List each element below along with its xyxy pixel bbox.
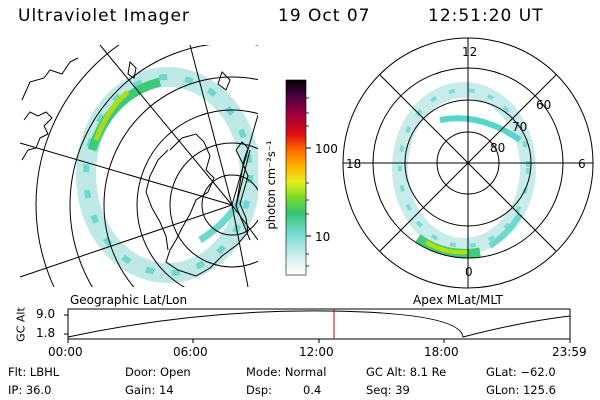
altitude-xtick-0600: 06:00: [173, 345, 208, 359]
glat-info: GLat: −62.0: [486, 365, 556, 379]
aurora-oval-polar: [392, 82, 536, 258]
latitude-circles: [35, 45, 258, 287]
colorbar-tick-10: 10: [315, 230, 331, 244]
colorbar-unit-label: photon cm⁻²s⁻¹: [264, 140, 278, 230]
time-label: 12:51:20 UT: [428, 6, 544, 26]
orbit-track: [235, 149, 251, 241]
glon-info: GLon: 125.6: [486, 383, 556, 397]
lat-label-60: 60: [536, 98, 552, 112]
altitude-ytick-bottom: 1.8: [36, 326, 56, 340]
altitude-xtick-1200: 12:00: [299, 345, 334, 359]
altitude-plot: [64, 308, 571, 343]
dsp-value: 0.4: [303, 383, 322, 397]
altitude-ytick-top: 9.0: [36, 307, 56, 321]
mlt-label-6: 6: [578, 157, 586, 171]
altitude-xtick-1800: 18:00: [424, 345, 459, 359]
filter-info: Flt: LBHL: [8, 365, 60, 379]
instrument-title: Ultraviolet Imager: [18, 6, 190, 26]
lat-label-70: 70: [512, 120, 528, 134]
ip-info: IP: 36.0: [8, 383, 52, 397]
altitude-ylabel: GC Alt: [14, 307, 28, 342]
mlt-label-0: 0: [465, 265, 473, 279]
geographic-map: [19, 45, 258, 287]
meridian-lines: [19, 45, 258, 287]
color-bar: [285, 79, 311, 276]
mlt-label-18: 18: [346, 157, 362, 171]
mode-info: Mode: Normal: [246, 365, 327, 379]
gain-info: Gain: 14: [125, 383, 174, 397]
altitude-xtick-2359: 23:59: [552, 345, 587, 359]
seq-info: Seq: 39: [366, 383, 410, 397]
dsp-label: Dsp:: [246, 383, 273, 397]
aurora-oval-geographic: [76, 67, 258, 283]
colorbar-tick-100: 100: [315, 142, 338, 156]
lat-label-80: 80: [490, 141, 506, 155]
geographic-panel-label: Geographic Lat/Lon: [70, 293, 188, 307]
coastlines: [21, 57, 249, 277]
polar-map: [342, 37, 594, 289]
date-label: 19 Oct 07: [278, 6, 371, 26]
door-info: Door: Open: [125, 365, 191, 379]
polar-panel-label: Apex MLat/MLT: [413, 293, 503, 307]
mlt-label-12: 12: [462, 45, 478, 59]
altitude-xtick-0000: 00:00: [48, 345, 83, 359]
gc-alt-info: GC Alt: 8.1 Re: [366, 365, 447, 379]
